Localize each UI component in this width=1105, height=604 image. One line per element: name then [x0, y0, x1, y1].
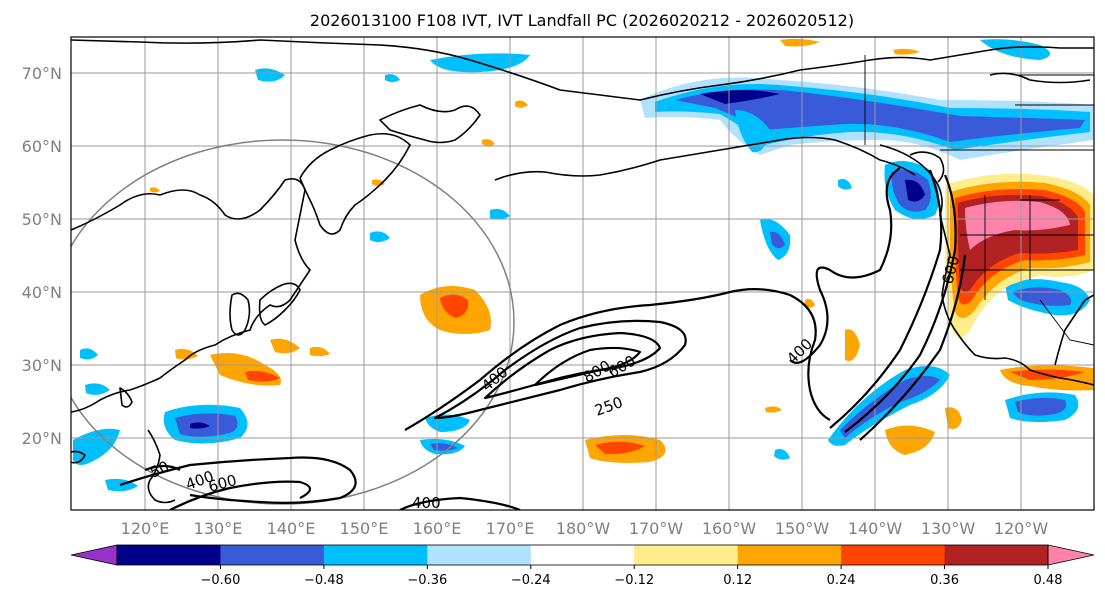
- contour-label: 400: [412, 494, 441, 512]
- colorbar-segment: [634, 545, 739, 565]
- colorbar-segment: [117, 545, 221, 565]
- colorbar-tick-label: 0.48: [1034, 573, 1063, 588]
- colorbar-tick-label: −0.36: [407, 573, 447, 588]
- lon-label: 140°E: [267, 519, 316, 538]
- lat-label: 60°N: [22, 137, 62, 156]
- colorbar-tick-label: 0.24: [827, 573, 856, 588]
- lon-label: 170°E: [486, 519, 535, 538]
- lon-label: 150°E: [340, 519, 389, 538]
- lat-label: 70°N: [22, 64, 62, 83]
- colorbar-tick-label: −0.12: [614, 573, 654, 588]
- colorbar-tick-label: 0.36: [930, 573, 959, 588]
- colorbar-segment: [841, 545, 946, 565]
- lon-label: 160°E: [413, 519, 462, 538]
- colorbar-tick-label: 0.12: [723, 573, 752, 588]
- colorbar-extension-high: [1047, 544, 1095, 566]
- colorbar: [70, 544, 1095, 566]
- colorbar-segment: [737, 545, 842, 565]
- lon-label: 130°E: [194, 519, 243, 538]
- lon-label: 180°W: [556, 519, 611, 538]
- colorbar-tick-label: −0.60: [201, 573, 241, 588]
- map-panel: 800 600 400 250 600 400 50 400 600 400: [71, 37, 1094, 512]
- negative-anomaly-fill: [73, 39, 1094, 492]
- lon-label: 120°W: [994, 519, 1049, 538]
- region-circle: [71, 139, 515, 505]
- ivt-contours: [119, 167, 967, 510]
- borders: [864, 55, 1094, 346]
- lon-label: 170°W: [629, 519, 684, 538]
- map-frame: [70, 36, 1095, 511]
- lon-label: 130°W: [921, 519, 976, 538]
- colorbar-tick-label: −0.48: [304, 573, 344, 588]
- lat-label: 20°N: [22, 429, 62, 448]
- colorbar-tick-label: −0.24: [511, 573, 551, 588]
- graticule: [71, 37, 1094, 510]
- colorbar-segment: [944, 545, 1049, 565]
- colorbar-segment: [530, 545, 635, 565]
- colorbar-labels: −0.60 −0.48 −0.36 −0.24 −0.12 0.12 0.24 0.36 0.4…: [201, 565, 1063, 588]
- lon-label: 120°E: [121, 519, 170, 538]
- coastlines: [71, 39, 1094, 504]
- latitude-labels: 70°N 60°N 50°N 40°N 30°N 20°N: [22, 64, 62, 448]
- longitude-labels: 120°E 130°E 140°E 150°E 160°E 170°E 180°…: [121, 519, 1049, 538]
- lon-label: 160°W: [702, 519, 757, 538]
- lat-label: 30°N: [22, 356, 62, 375]
- colorbar-segment: [427, 545, 532, 565]
- colorbar-segment: [220, 545, 325, 565]
- lat-label: 40°N: [22, 283, 62, 302]
- lat-label: 50°N: [22, 210, 62, 229]
- lon-label: 150°W: [775, 519, 830, 538]
- map-title: 2026013100 F108 IVT, IVT Landfall PC (20…: [310, 11, 854, 30]
- lon-label: 140°W: [848, 519, 903, 538]
- colorbar-segment: [323, 545, 428, 565]
- colorbar-extension-low: [70, 544, 118, 566]
- colorbar-outline: [116, 544, 1049, 566]
